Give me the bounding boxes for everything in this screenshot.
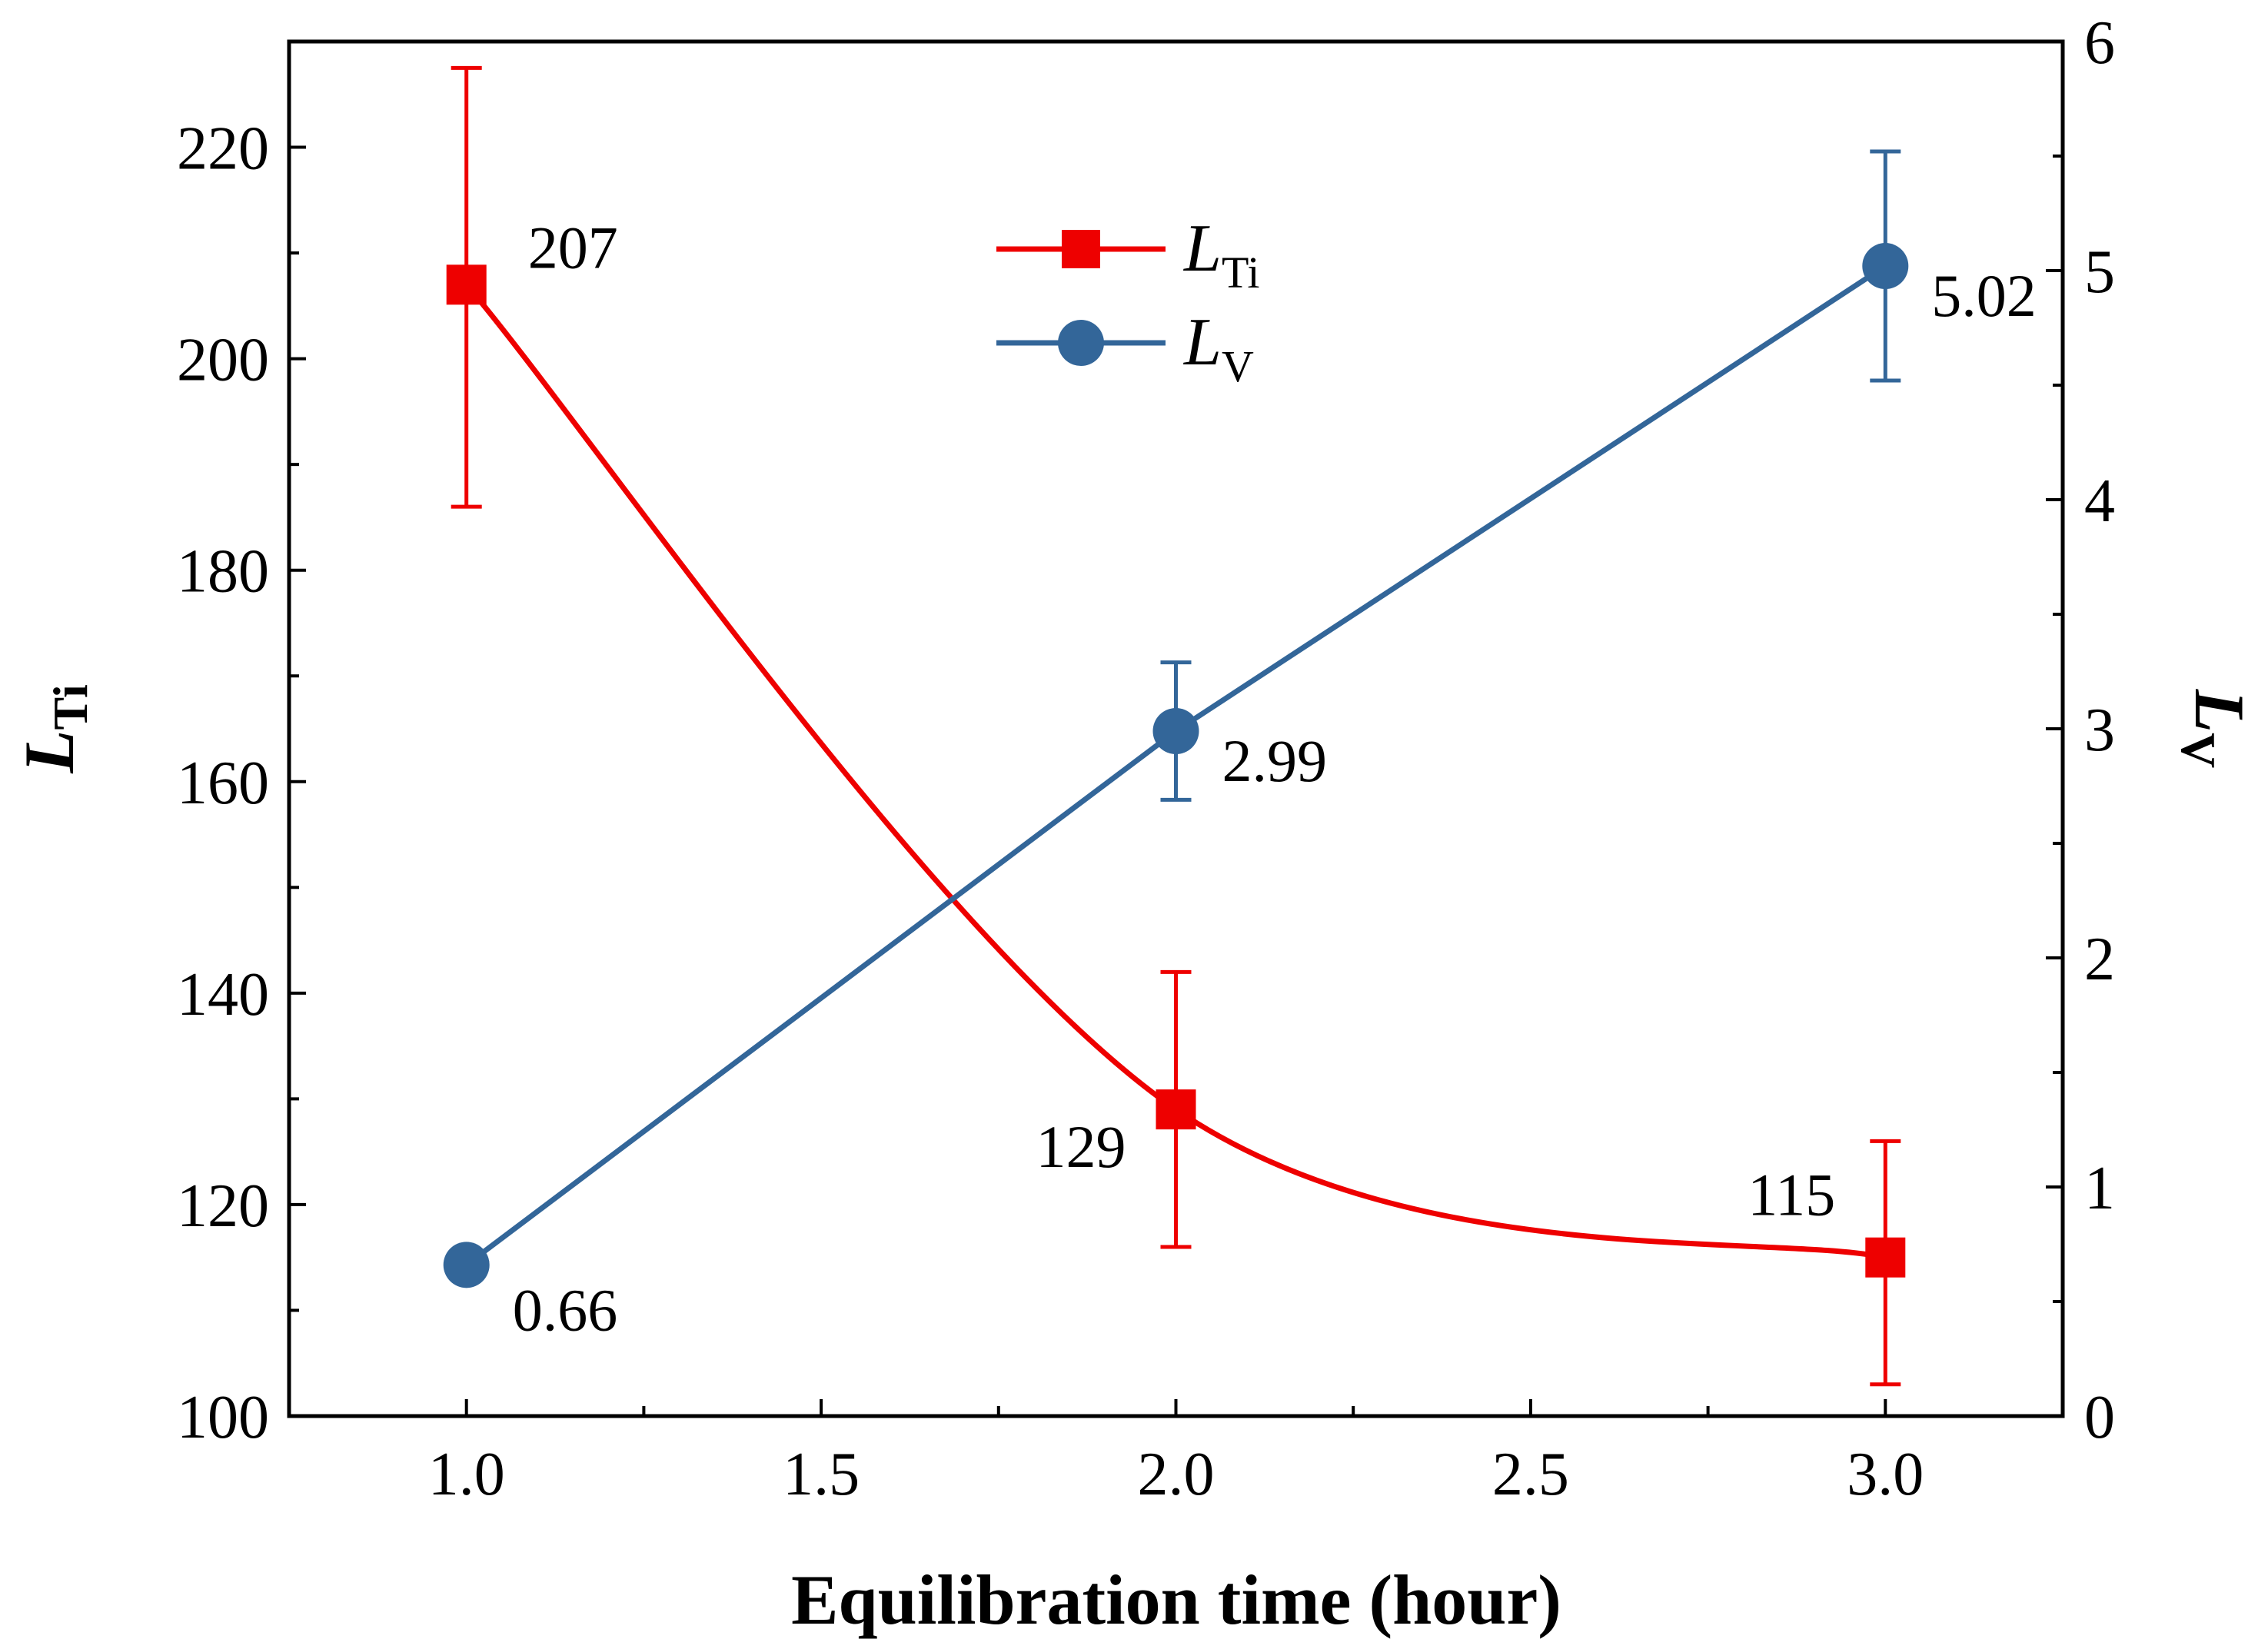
y-left-tick-label: 180 <box>177 538 269 606</box>
y-right-tick-label: 0 <box>2084 1384 2115 1451</box>
x-tick-label: 1.0 <box>428 1441 505 1508</box>
series-line-lti <box>464 283 1887 1261</box>
labels-layer: 1.0 1.5 2.0 2.5 3.0 100 120 140 160 180 200 220 0 1 2 3… <box>177 9 2115 1508</box>
y-right-title-main: L <box>2180 689 2259 733</box>
y-right-tick-label: 2 <box>2084 926 2115 993</box>
legend-marker-lti <box>1062 230 1100 268</box>
y-left-tick-label: 100 <box>177 1384 269 1451</box>
y-right-tick-label: 3 <box>2084 697 2115 764</box>
x-tick-label: 1.5 <box>783 1441 860 1508</box>
y-left-tick-label: 220 <box>177 115 269 183</box>
x-tick-label: 2.0 <box>1138 1441 1215 1508</box>
y-right-tick-label: 4 <box>2084 467 2115 535</box>
data-point <box>1862 243 1909 290</box>
data-point <box>1156 1089 1196 1130</box>
data-label: 2.99 <box>1222 727 1328 794</box>
y-left-tick-label: 160 <box>177 750 269 817</box>
legend: LTi LV <box>996 211 1259 391</box>
data-point <box>1865 1237 1906 1278</box>
y-left-title-main: L <box>10 730 88 774</box>
data-point <box>446 264 487 305</box>
y-left-tick-label: 140 <box>177 961 269 1029</box>
data-point <box>1152 707 1199 754</box>
series-layer <box>443 65 1909 1387</box>
y-right-tick-label: 6 <box>2084 9 2115 77</box>
y-left-tick-label: 120 <box>177 1172 269 1240</box>
y-right-title-sub: V <box>2171 733 2226 768</box>
svg-text:LTi: LTi <box>10 684 98 774</box>
svg-text:LV: LV <box>2171 689 2259 768</box>
data-label: 129 <box>1036 1113 1126 1180</box>
data-label: 5.02 <box>1931 262 2037 329</box>
data-label: 207 <box>528 214 618 281</box>
x-tick-label: 2.5 <box>1492 1441 1569 1508</box>
data-label: 0.66 <box>513 1276 618 1343</box>
plot-frame <box>287 39 2065 1418</box>
x-axis-title: Equilibration time (hour) <box>791 1561 1561 1639</box>
data-label: 115 <box>1748 1162 1835 1228</box>
x-tick-label: 3.0 <box>1847 1441 1924 1508</box>
legend-label-lti: LTi <box>1182 211 1259 298</box>
data-point <box>443 1242 490 1288</box>
legend-label-lv: LV <box>1182 305 1254 391</box>
y-left-title-sub: Ti <box>43 684 98 730</box>
y-right-tick-label: 1 <box>2084 1155 2115 1222</box>
legend-marker-lv <box>1058 320 1104 366</box>
y-right-tick-label: 5 <box>2084 238 2115 306</box>
y-left-tick-label: 200 <box>177 327 269 394</box>
y-left-axis-title: LTi <box>10 684 98 774</box>
y-right-axis-title: LV <box>2171 689 2259 768</box>
